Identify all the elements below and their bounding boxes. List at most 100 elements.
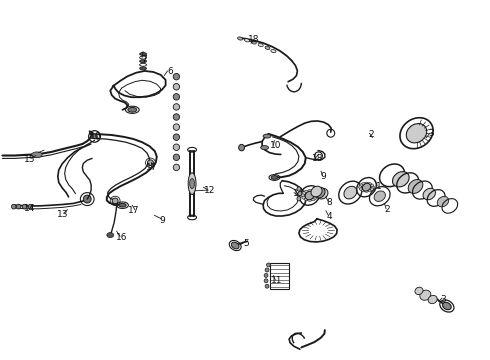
Ellipse shape <box>317 188 328 199</box>
Text: 14: 14 <box>24 204 35 212</box>
FancyBboxPatch shape <box>270 263 289 289</box>
Ellipse shape <box>173 114 180 120</box>
Ellipse shape <box>16 204 21 209</box>
Ellipse shape <box>261 146 269 150</box>
Ellipse shape <box>83 195 91 203</box>
Ellipse shape <box>173 73 180 80</box>
Text: 15: 15 <box>24 154 35 163</box>
Ellipse shape <box>173 84 180 90</box>
Ellipse shape <box>173 144 180 150</box>
Ellipse shape <box>370 188 374 190</box>
Ellipse shape <box>297 197 301 201</box>
Ellipse shape <box>311 190 315 193</box>
Text: 1: 1 <box>293 189 298 198</box>
Text: 17: 17 <box>146 163 158 172</box>
Ellipse shape <box>428 295 437 304</box>
Ellipse shape <box>140 56 147 59</box>
Ellipse shape <box>308 199 312 201</box>
Ellipse shape <box>140 60 147 63</box>
Ellipse shape <box>368 183 371 185</box>
Ellipse shape <box>406 123 427 143</box>
Text: 17: 17 <box>128 206 140 215</box>
Ellipse shape <box>128 107 137 112</box>
Ellipse shape <box>140 67 147 70</box>
Ellipse shape <box>314 187 325 198</box>
Ellipse shape <box>423 188 436 200</box>
Ellipse shape <box>437 196 449 207</box>
Ellipse shape <box>368 189 371 192</box>
Text: 6: 6 <box>168 68 173 77</box>
Ellipse shape <box>271 176 277 179</box>
Text: 2: 2 <box>368 130 374 139</box>
Ellipse shape <box>415 287 423 294</box>
Text: 4: 4 <box>326 212 332 221</box>
Ellipse shape <box>245 39 249 42</box>
Text: 10: 10 <box>90 132 101 141</box>
Ellipse shape <box>263 134 271 138</box>
Ellipse shape <box>363 183 370 191</box>
Text: 3: 3 <box>428 129 434 138</box>
Ellipse shape <box>231 242 239 249</box>
Ellipse shape <box>359 186 362 189</box>
Ellipse shape <box>304 198 308 201</box>
Ellipse shape <box>173 154 180 161</box>
Text: 18: 18 <box>312 154 323 163</box>
Ellipse shape <box>301 194 305 197</box>
Ellipse shape <box>362 183 365 185</box>
Text: 2: 2 <box>384 205 390 214</box>
Ellipse shape <box>344 186 357 199</box>
Ellipse shape <box>359 184 363 186</box>
Ellipse shape <box>265 268 269 272</box>
Ellipse shape <box>239 144 245 151</box>
Ellipse shape <box>370 184 374 186</box>
Ellipse shape <box>298 192 302 196</box>
Ellipse shape <box>359 188 363 190</box>
Ellipse shape <box>362 189 365 192</box>
Ellipse shape <box>311 198 315 201</box>
Circle shape <box>107 233 114 238</box>
Ellipse shape <box>392 172 409 187</box>
Ellipse shape <box>12 204 16 209</box>
Ellipse shape <box>311 186 322 197</box>
Text: 8: 8 <box>326 198 332 207</box>
Ellipse shape <box>238 37 243 40</box>
Ellipse shape <box>365 190 368 192</box>
Text: 7: 7 <box>142 55 147 64</box>
Ellipse shape <box>258 44 263 46</box>
Ellipse shape <box>140 63 147 66</box>
Ellipse shape <box>173 124 180 130</box>
Ellipse shape <box>190 179 195 189</box>
Ellipse shape <box>371 186 374 189</box>
Ellipse shape <box>305 191 314 200</box>
Ellipse shape <box>173 164 180 171</box>
Text: 5: 5 <box>243 238 249 248</box>
Ellipse shape <box>308 190 312 192</box>
Text: 1: 1 <box>376 182 382 191</box>
Text: 13: 13 <box>57 210 69 219</box>
Ellipse shape <box>265 284 269 288</box>
Ellipse shape <box>112 198 118 204</box>
Ellipse shape <box>173 94 180 100</box>
Ellipse shape <box>271 50 276 53</box>
Ellipse shape <box>304 190 308 193</box>
Text: 12: 12 <box>204 186 216 195</box>
Ellipse shape <box>408 180 423 193</box>
Ellipse shape <box>119 203 126 207</box>
Ellipse shape <box>23 204 27 209</box>
Text: 9: 9 <box>320 172 326 181</box>
Ellipse shape <box>315 194 318 197</box>
Ellipse shape <box>314 192 318 195</box>
Ellipse shape <box>374 191 386 202</box>
Ellipse shape <box>302 192 306 195</box>
Ellipse shape <box>31 152 42 158</box>
Ellipse shape <box>297 187 301 191</box>
Ellipse shape <box>28 204 32 209</box>
Ellipse shape <box>251 41 256 44</box>
Ellipse shape <box>140 53 147 55</box>
Text: 3: 3 <box>441 295 446 304</box>
Text: 18: 18 <box>247 35 259 44</box>
Ellipse shape <box>173 104 180 110</box>
Ellipse shape <box>92 134 97 139</box>
Ellipse shape <box>265 46 270 49</box>
Ellipse shape <box>302 196 306 199</box>
